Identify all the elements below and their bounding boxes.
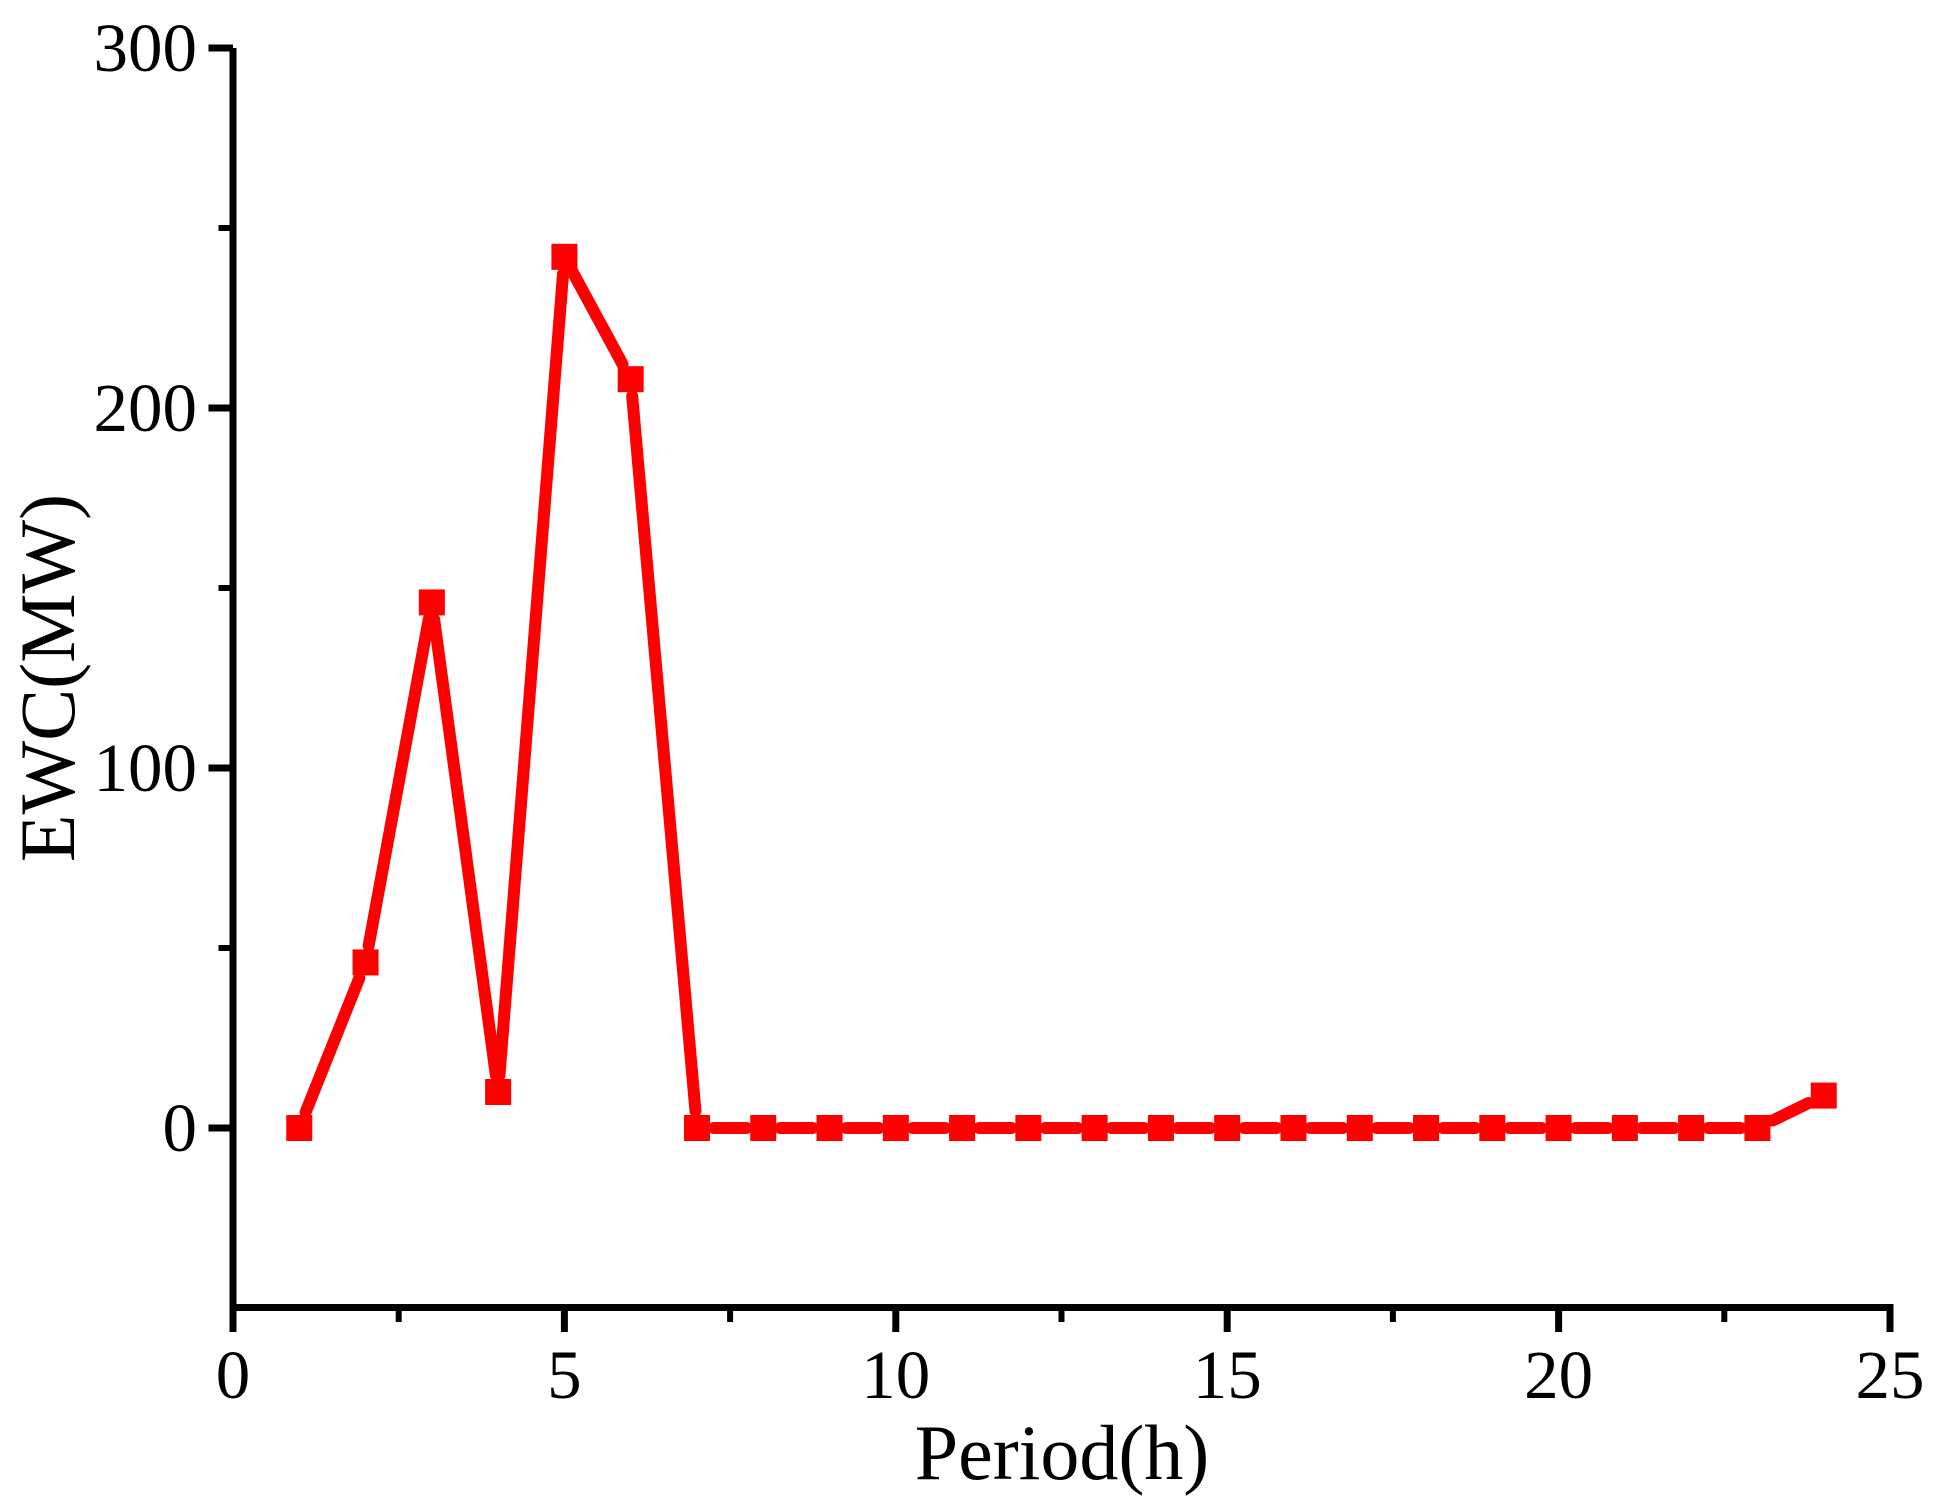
data-point-marker [418,589,445,616]
data-point-marker [617,366,644,393]
data-point-marker [683,1115,710,1141]
data-point-marker [485,1079,512,1105]
data-point-marker [1744,1115,1771,1141]
data-point-marker [1479,1115,1506,1141]
y-tick-label: 100 [94,730,198,806]
y-axis-title: EWC(MW) [4,494,91,862]
series-line-segment [299,972,366,1119]
data-point-marker [551,243,578,270]
x-tick-label: 10 [861,1337,930,1413]
data-point-marker [882,1115,909,1141]
data-point-marker [816,1115,843,1141]
x-tick-label: 0 [216,1337,251,1413]
data-point-marker [1147,1115,1174,1141]
data-point-marker [949,1115,976,1141]
x-tick-label: 20 [1524,1337,1593,1413]
data-point-marker [352,949,379,976]
tick-label-layer: 0 5 10 15 20 25 0 100 200 300 [94,10,1925,1413]
series-line-segment [362,613,435,952]
series-line-segment [626,390,702,1118]
data-point-marker [1280,1115,1307,1141]
x-axis-title: Period(h) [915,1409,1210,1496]
data-point-marker [1678,1115,1705,1141]
axes-layer [229,48,1894,1311]
series-layer [286,243,1837,1141]
data-point-marker [1346,1115,1373,1141]
tick-layer [208,44,1894,1332]
data-point-marker [1214,1115,1241,1141]
series-line-segment [428,613,502,1082]
data-point-marker [1611,1115,1638,1141]
x-tick-label: 5 [547,1337,582,1413]
y-tick-label: 200 [94,370,198,446]
x-tick-label: 25 [1856,1337,1925,1413]
series-line-segment [493,267,570,1082]
data-point-marker [286,1115,313,1141]
series-line-segment [1766,1097,1815,1127]
data-point-marker [1015,1115,1042,1141]
y-tick-label: 0 [163,1090,198,1166]
data-point-marker [1545,1115,1572,1141]
data-point-marker [1081,1115,1108,1141]
series-line-segment [566,265,629,371]
y-tick-label: 300 [94,10,198,86]
data-point-marker [750,1115,777,1141]
data-point-marker [1413,1115,1440,1141]
x-tick-label: 15 [1193,1337,1262,1413]
data-point-marker [1810,1082,1837,1109]
